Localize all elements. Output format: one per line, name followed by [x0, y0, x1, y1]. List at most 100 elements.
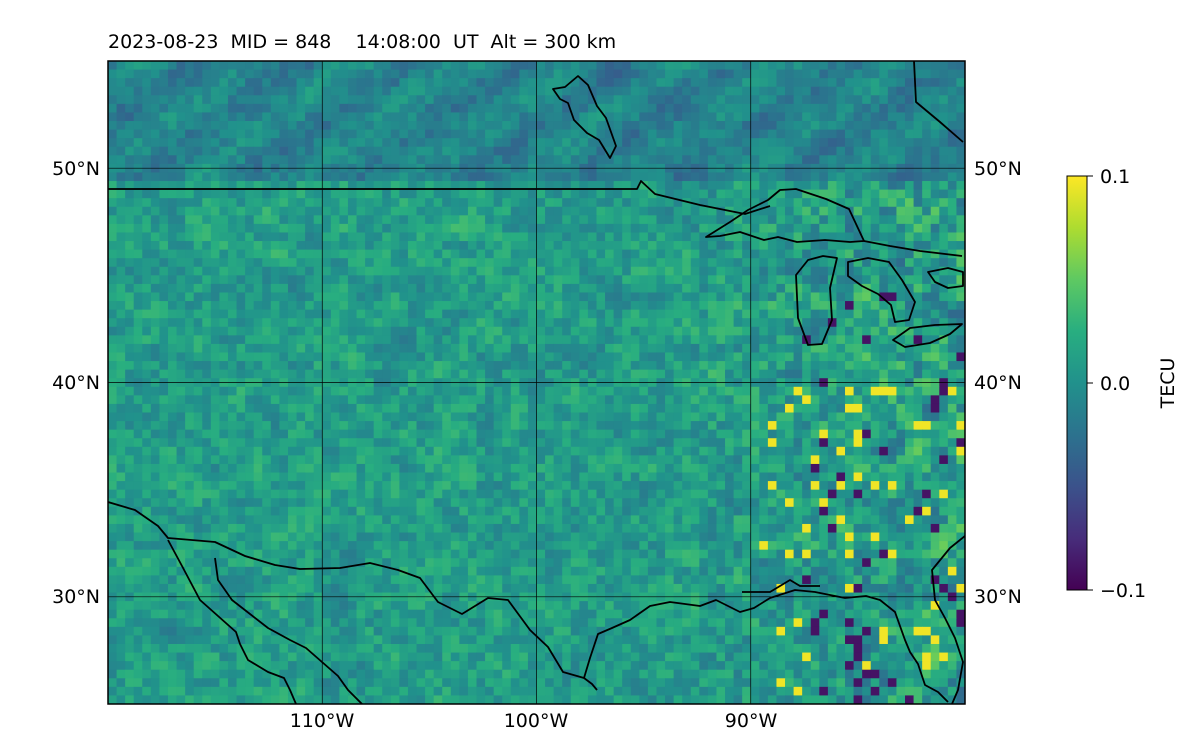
- tec-cell: [150, 335, 161, 345]
- tec-cell: [493, 301, 503, 311]
- tec-cell: [545, 266, 555, 276]
- tec-cell: [887, 472, 898, 482]
- tec-cell: [699, 412, 709, 422]
- tec-cell: [330, 421, 340, 431]
- tec-cell: [699, 241, 709, 251]
- tec-cell: [562, 403, 572, 414]
- tec-cell: [527, 369, 538, 379]
- tec-cell: [562, 455, 572, 465]
- tec-cell: [133, 232, 143, 242]
- tec-cell: [279, 275, 289, 285]
- tec-cell: [125, 369, 135, 379]
- tec-cell: [562, 198, 572, 208]
- tec-cell: [956, 215, 965, 225]
- tec-cell: [142, 69, 152, 79]
- tec-cell: [810, 386, 820, 396]
- tec-cell: [425, 481, 435, 491]
- tec-cell: [245, 215, 255, 225]
- tec-cell: [390, 275, 400, 285]
- tec-cell: [742, 275, 752, 285]
- tec-cell: [287, 446, 298, 456]
- tec-cell: [699, 181, 709, 191]
- tec-cell: [330, 403, 340, 414]
- tec-cell: [810, 352, 820, 362]
- tec-cell: [922, 352, 932, 362]
- tec-cell: [459, 232, 469, 242]
- tec-cell: [416, 258, 426, 268]
- tec-cell: [562, 421, 572, 431]
- tec-cell: [245, 112, 255, 122]
- tec-cell: [802, 138, 812, 148]
- tec-cell: [570, 369, 580, 379]
- tec-cell: [279, 155, 289, 165]
- tec-cell: [690, 403, 700, 414]
- tec-cell: [862, 463, 872, 474]
- tec-cell: [245, 369, 255, 379]
- tec-cell: [467, 146, 478, 156]
- tec-cell: [245, 283, 255, 294]
- tec-cell: [502, 438, 512, 448]
- tec-cell: [819, 146, 829, 156]
- tec-cell: [570, 326, 580, 336]
- tec-cell: [673, 95, 683, 105]
- tec-cell: [759, 138, 769, 148]
- tec-cell: [707, 249, 718, 259]
- tec-cell: [407, 421, 418, 431]
- tec-cell: [245, 189, 255, 199]
- tec-cell: [725, 472, 735, 482]
- tec-cell: [313, 223, 323, 234]
- tec-cell: [622, 369, 632, 379]
- tec-cell: [810, 146, 820, 156]
- tec-cell: [553, 455, 563, 465]
- tec-cell: [939, 472, 949, 482]
- tec-cell: [510, 215, 520, 225]
- tec-cell: [193, 361, 203, 371]
- tec-cell: [270, 129, 280, 139]
- tec-cell: [553, 438, 563, 448]
- tec-cell: [407, 403, 418, 414]
- tec-cell: [459, 138, 469, 148]
- tec-cell: [262, 78, 272, 88]
- tec-cell: [390, 206, 400, 216]
- tec-cell: [347, 78, 358, 88]
- tec-cell: [210, 258, 221, 268]
- tec-cell: [622, 129, 632, 139]
- tec-cell: [262, 249, 272, 259]
- tec-cell: [810, 86, 820, 96]
- tec-cell: [879, 403, 889, 414]
- tec-cell: [759, 463, 769, 474]
- tec-cell: [905, 309, 915, 319]
- tec-cell: [450, 138, 460, 148]
- tec-cell: [476, 361, 486, 371]
- tec-cell: [905, 155, 915, 165]
- tec-cell: [587, 446, 598, 456]
- tec-cell: [227, 403, 238, 414]
- tec-cell: [245, 403, 255, 414]
- tec-cell: [382, 301, 392, 311]
- tec-cell: [467, 198, 478, 208]
- tec-cell: [476, 335, 486, 345]
- tec-cell: [425, 343, 435, 354]
- tec-cell: [733, 172, 743, 182]
- tec-cell: [159, 352, 169, 362]
- tec-cell: [750, 429, 760, 439]
- tec-cell: [116, 146, 126, 156]
- tec-cell: [253, 412, 263, 422]
- tec-cell: [587, 69, 598, 79]
- tec-cell: [570, 472, 580, 482]
- tec-cell: [947, 215, 958, 225]
- tec-cell: [459, 206, 469, 216]
- tec-cell: [785, 172, 795, 182]
- tec-cell: [279, 455, 289, 465]
- tec-cell: [202, 412, 212, 422]
- tec-cell: [253, 421, 263, 431]
- tec-cell: [699, 138, 709, 148]
- tec-cell: [545, 241, 555, 251]
- tec-cell: [853, 241, 863, 251]
- tec-cell: [879, 232, 889, 242]
- tec-cell: [356, 421, 366, 431]
- tec-cell: [682, 103, 692, 114]
- tec-cell: [570, 352, 580, 362]
- tec-cell: [922, 215, 932, 225]
- tec-cell: [862, 275, 872, 285]
